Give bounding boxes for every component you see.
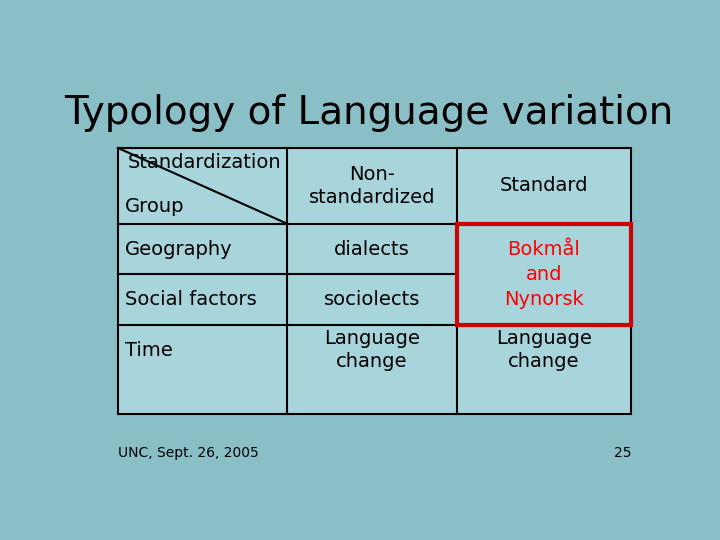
Text: 25: 25	[613, 446, 631, 460]
Text: Standard: Standard	[500, 177, 588, 195]
Text: Nynorsk: Nynorsk	[504, 290, 584, 309]
Bar	[118, 148, 631, 414]
Text: and: and	[526, 265, 562, 284]
Text: Standardization: Standardization	[128, 153, 282, 172]
Text: sociolects: sociolects	[324, 290, 420, 309]
Text: Typology of Language variation: Typology of Language variation	[64, 94, 674, 132]
Text: dialects: dialects	[334, 240, 410, 259]
Text: Social factors: Social factors	[125, 290, 256, 309]
Text: Non-
standardized: Non- standardized	[309, 165, 436, 207]
Bar	[456, 224, 631, 325]
Text: Group: Group	[125, 197, 184, 217]
Text: Language
change: Language change	[324, 329, 420, 372]
Text: UNC, Sept. 26, 2005: UNC, Sept. 26, 2005	[118, 446, 258, 460]
Text: Bokmål: Bokmål	[508, 240, 580, 259]
Text: Time: Time	[125, 341, 172, 360]
Text: Language
change: Language change	[496, 329, 592, 372]
Text: Geography: Geography	[125, 240, 233, 259]
